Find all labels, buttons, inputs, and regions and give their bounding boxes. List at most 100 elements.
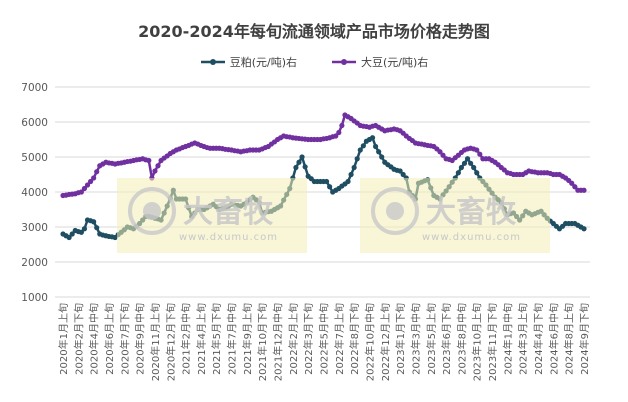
data-point [581,187,587,193]
x-tick-label: 2022年12月上旬 [379,303,392,381]
watermark-url: www.dxumu.com [422,232,521,243]
x-tick-label: 2023年8月中旬 [455,303,468,375]
x-tick-label: 2021年2月中旬 [180,303,193,375]
data-point [81,226,88,232]
x-tick-label: 2023年6月下旬 [440,303,453,375]
x-tick-label: 2021年4月上旬 [195,303,208,375]
data-point [339,122,345,129]
data-point [152,168,158,174]
data-point [94,169,100,175]
x-tick-label: 2024年8月上旬 [563,303,576,375]
x-tick-label: 2023年3月中旬 [409,303,422,375]
data-point [87,178,94,185]
x-tick-label: 2020年2月下旬 [72,303,85,375]
watermark-logo-icon [371,187,419,235]
data-point [78,229,84,235]
x-tick-label: 2020年12月下旬 [164,303,177,381]
y-tick-label: 1000 [21,292,48,304]
x-tick-label: 2020年7月下旬 [118,303,131,375]
x-tick-label: 2021年5月下旬 [210,303,223,375]
legend-item-soybean-meal[interactable]: 豆粕(元/吨)右 [200,54,297,70]
data-point [400,171,406,178]
data-point [468,160,474,166]
x-tick-label: 2023年11月下旬 [486,303,499,381]
x-tick-label: 2022年3月下旬 [302,303,315,375]
data-point [376,149,382,155]
data-point [572,184,578,190]
x-tick-label: 2024年4月下旬 [532,303,545,375]
x-tick-label: 2024年9月下旬 [578,303,591,375]
x-tick-label: 2024年3月上旬 [517,303,530,375]
data-point [477,151,483,157]
watermark-eye-icon [386,202,404,220]
x-tick-label: 2020年9月中旬 [134,303,147,375]
x-tick-label: 2021年10月下旬 [256,303,269,381]
data-point [296,159,302,165]
data-point [345,178,351,185]
data-point [348,171,354,178]
data-point [336,129,342,136]
data-point [357,147,363,153]
data-point [461,160,468,166]
x-tick-label: 2023年1月下旬 [394,303,407,375]
x-tick-label: 2023年5月上旬 [425,303,438,375]
data-point [91,175,97,181]
watermark: 大畜牧 www.dxumu.com [360,178,550,253]
x-tick-label: 2020年6月上旬 [103,303,116,375]
watermark: 大畜牧 www.dxumu.com [117,178,307,253]
data-point [369,135,376,141]
legend: 豆粕(元/吨)右 大豆(元/吨)右 [0,54,628,70]
data-point [323,178,330,185]
data-point [302,164,308,170]
legend-label: 豆粕(元/吨)右 [229,56,297,69]
data-point [91,219,97,225]
watermark-brand: 大畜牧 [183,195,274,230]
y-tick-label: 2000 [21,257,48,269]
x-tick-label: 2022年5月中旬 [318,303,331,375]
data-point [471,164,477,171]
data-point [327,184,333,190]
x-tick-label: 2021年7月中旬 [226,303,239,375]
legend-label: 大豆(元/吨)右 [361,56,429,69]
data-point [66,234,72,241]
x-tick-label: 2023年10月上旬 [471,303,484,381]
data-point [155,163,161,169]
data-point [360,143,366,149]
legend-item-soybean[interactable]: 大豆(元/吨)右 [331,54,428,70]
watermark-eye-icon [143,202,161,220]
y-tick-label: 3000 [21,222,48,234]
data-point [440,152,446,158]
data-point [373,143,379,150]
data-point [458,164,465,171]
x-tick-label: 2020年1月上旬 [57,303,70,375]
data-point [397,168,403,174]
data-point [299,154,305,160]
data-point [333,133,339,139]
data-point [293,164,299,171]
x-tick-label: 2024年6月中旬 [547,303,560,375]
x-tick-label: 2021年9月上旬 [241,303,254,375]
watermark-url: www.dxumu.com [179,232,278,243]
data-point [581,226,587,232]
y-tick-label: 7000 [21,82,48,94]
data-point [379,154,385,160]
x-tick-label: 2024年1月中旬 [501,303,514,375]
x-tick-label: 2022年8月下旬 [348,303,361,375]
data-point [94,225,100,231]
watermark-brand: 大畜牧 [426,195,517,230]
legend-swatch-soybean [332,59,356,65]
data-point [351,164,357,171]
watermark-logo-icon [128,187,176,235]
x-tick-label: 2020年4月中旬 [88,303,101,375]
chart-title: 2020-2024年每旬流通领域产品市场价格走势图 [138,22,490,41]
data-point [474,147,480,153]
data-point [69,231,75,237]
legend-swatch-soybean-meal [200,59,225,65]
data-point [464,156,471,162]
x-tick-label: 2022年2月上旬 [287,303,300,375]
data-point [78,189,84,195]
data-point [81,185,88,192]
data-point [84,182,91,188]
x-tick-label: 2022年10月中旬 [363,303,376,381]
